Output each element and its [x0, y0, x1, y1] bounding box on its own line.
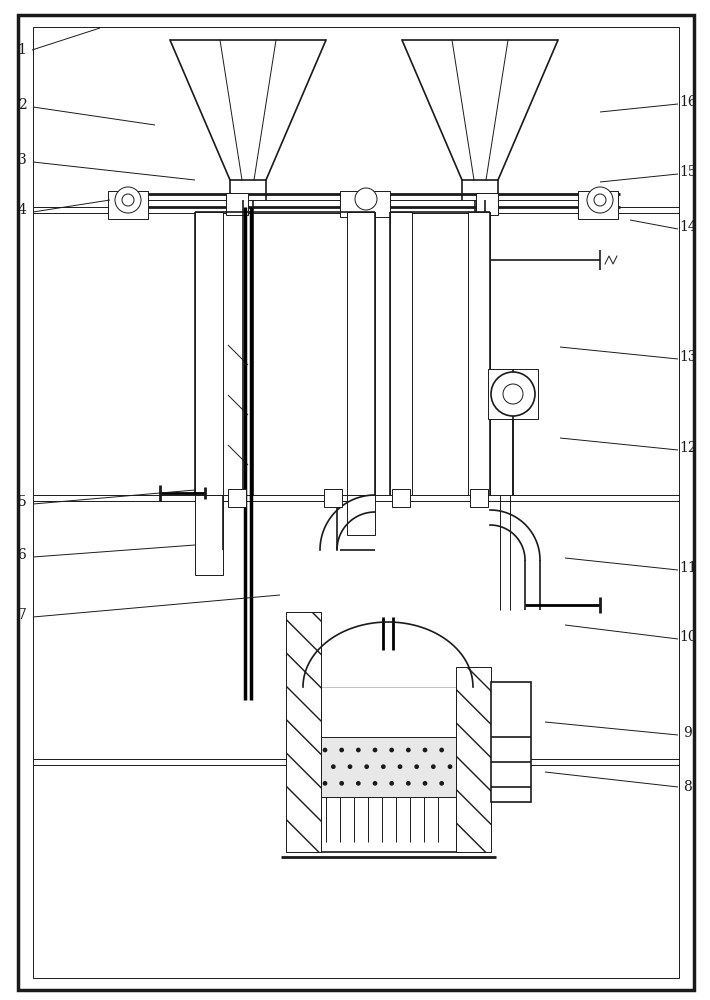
Bar [291, 687, 486, 852]
Circle shape [587, 187, 613, 213]
Text: 15: 15 [679, 165, 697, 179]
Bar [347, 495, 375, 535]
Circle shape [503, 384, 523, 404]
Text: 2: 2 [18, 98, 26, 112]
Bar [340, 191, 390, 217]
Text: 9: 9 [684, 726, 692, 740]
Text: 14: 14 [679, 220, 697, 234]
Text: 5: 5 [18, 495, 26, 509]
Circle shape [122, 194, 134, 206]
Bar [390, 212, 412, 495]
Text: 13: 13 [679, 350, 697, 364]
Bar [324, 489, 342, 507]
Text: 3: 3 [18, 153, 26, 167]
Text: 1: 1 [18, 43, 26, 57]
Bar [195, 495, 223, 575]
Text: 10: 10 [679, 630, 697, 644]
Circle shape [115, 187, 141, 213]
Bar [108, 191, 148, 219]
Bar [456, 687, 486, 852]
Bar [470, 489, 488, 507]
Bar [468, 212, 490, 495]
Text: 7: 7 [18, 608, 26, 622]
Bar [488, 369, 538, 419]
Bar [412, 212, 468, 495]
Bar [491, 682, 531, 802]
Text: 6: 6 [18, 548, 26, 562]
Circle shape [594, 194, 606, 206]
Bar [578, 191, 618, 219]
Bar [476, 193, 498, 215]
Polygon shape [303, 622, 473, 687]
Bar [286, 612, 321, 852]
Text: 12: 12 [679, 441, 697, 455]
Bar [347, 212, 375, 495]
Bar [456, 667, 491, 852]
Bar [195, 212, 223, 495]
Text: 16: 16 [679, 95, 697, 109]
Bar [392, 489, 410, 507]
Circle shape [491, 372, 535, 416]
Bar [228, 489, 246, 507]
Text: 11: 11 [679, 561, 697, 575]
Bar [223, 212, 347, 495]
Bar [226, 193, 248, 215]
Bar [321, 737, 456, 797]
Text: 4: 4 [18, 203, 26, 217]
Text: 8: 8 [684, 780, 692, 794]
Bar [291, 687, 321, 852]
Circle shape [355, 188, 377, 210]
